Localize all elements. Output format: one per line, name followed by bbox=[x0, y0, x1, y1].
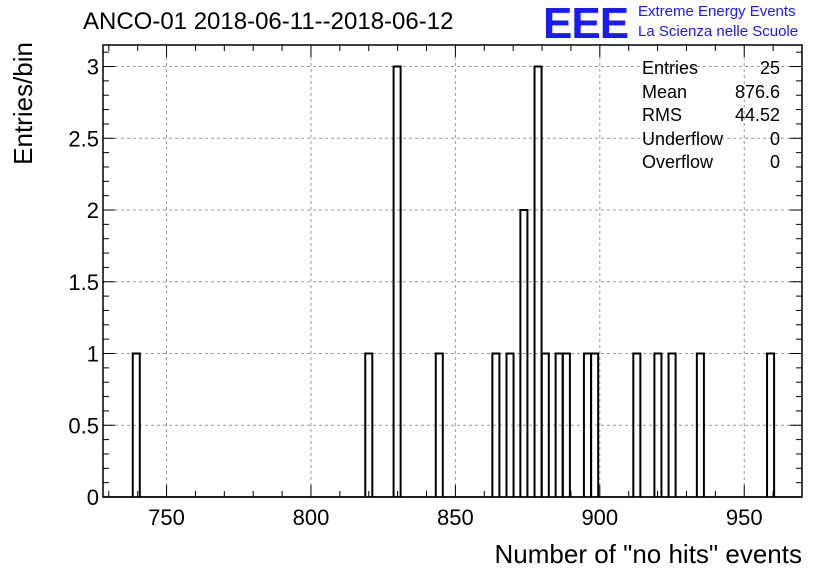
stats-value: 0 bbox=[769, 128, 780, 149]
stats-value: 0 bbox=[769, 152, 780, 172]
stats-row-overflow: Overflow 0 bbox=[636, 152, 786, 176]
axes bbox=[102, 44, 803, 498]
x-tick-label: 750 bbox=[148, 505, 185, 530]
histogram-bin bbox=[653, 352, 663, 497]
stats-key: Overflow bbox=[642, 152, 714, 172]
stats-value: 44.52 bbox=[734, 105, 780, 125]
chart-title: ANCO-01 2018-06-11--2018-06-12 bbox=[83, 8, 454, 35]
histogram-bin bbox=[434, 352, 444, 497]
histogram-bin bbox=[533, 65, 543, 497]
y-tick-label: 1.5 bbox=[68, 270, 99, 295]
histogram-bin bbox=[491, 352, 501, 497]
stats-row-rms: RMS 44.52 bbox=[636, 105, 786, 129]
x-tick-label: 850 bbox=[437, 505, 474, 530]
histogram-bin bbox=[392, 65, 402, 497]
logo-line-2: La Scienza nelle Scuole bbox=[638, 23, 799, 40]
histogram-bin bbox=[632, 352, 642, 497]
stats-row-entries: Entries 25 bbox=[636, 58, 786, 82]
stats-key: Mean bbox=[642, 81, 688, 102]
stats-value: 876.6 bbox=[734, 81, 780, 102]
stats-row-underflow: Underflow 0 bbox=[636, 129, 786, 153]
logo-line-1: Extreme Energy Events bbox=[638, 3, 796, 20]
y-tick-label: 0 bbox=[87, 485, 99, 510]
y-tick-label: 2.5 bbox=[68, 126, 99, 151]
x-tick-label: 800 bbox=[293, 505, 330, 530]
histogram-bin bbox=[131, 352, 141, 497]
histogram-bin bbox=[590, 352, 600, 497]
histogram-bin bbox=[519, 209, 529, 497]
ticks: 750 800 850 900 950 0 0.5 1 1.5 2 2.5 3 bbox=[68, 45, 803, 530]
histogram-bin bbox=[695, 352, 705, 497]
eee-logo: EEE bbox=[543, 0, 629, 48]
histogram-bin bbox=[561, 352, 571, 497]
y-tick-label: 0.5 bbox=[68, 413, 99, 438]
stats-box: Entries 25 Mean 876.6 RMS 44.52 Underflo… bbox=[636, 58, 786, 176]
y-tick-label: 1 bbox=[87, 342, 99, 367]
histogram-bin bbox=[766, 352, 776, 497]
x-tick-label: 900 bbox=[581, 505, 618, 530]
stats-value: 25 bbox=[759, 58, 780, 78]
x-axis-label: Number of "no hits" events bbox=[495, 539, 803, 569]
histogram-bin bbox=[540, 352, 550, 497]
histogram-bin bbox=[364, 352, 374, 497]
stats-key: RMS bbox=[642, 105, 682, 125]
y-axis-label: Entries/bin bbox=[8, 42, 38, 165]
x-tick-label: 950 bbox=[726, 505, 763, 530]
plot-frame bbox=[102, 44, 803, 498]
stats-key: Entries bbox=[642, 58, 699, 78]
grid-lines bbox=[103, 45, 802, 497]
stats-key: Underflow bbox=[642, 128, 724, 149]
histogram-bin bbox=[505, 352, 515, 497]
y-tick-label: 2 bbox=[87, 198, 99, 223]
y-tick-label: 3 bbox=[87, 55, 99, 80]
histogram-bin bbox=[667, 352, 677, 497]
stats-row-mean: Mean 876.6 bbox=[636, 82, 786, 106]
